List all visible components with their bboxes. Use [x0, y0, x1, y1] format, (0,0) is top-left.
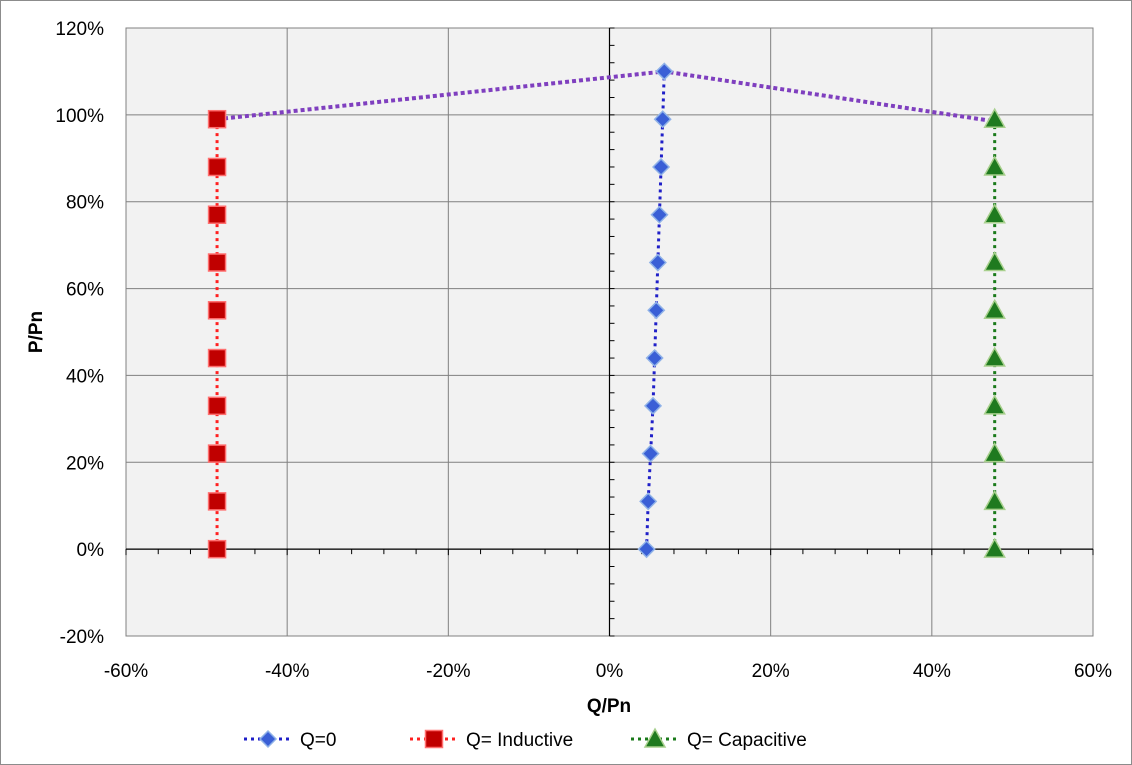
y-tick-label: 60%: [66, 280, 104, 301]
data-point: [655, 62, 674, 81]
legend-item-1: Q= Inductive: [410, 729, 573, 751]
data-point: [207, 157, 227, 177]
y-tick-label: 120%: [55, 19, 104, 40]
x-tick-label: -60%: [104, 661, 148, 682]
x-tick-label: -40%: [265, 661, 309, 682]
y-tick-label: -20%: [60, 627, 104, 648]
legend-label: Q= Capacitive: [687, 730, 807, 751]
legend-label: Q=0: [300, 730, 336, 751]
legend: Q=0 Q= Inductive Q= Capacitive: [244, 727, 807, 751]
data-point: [641, 444, 660, 463]
data-point: [207, 396, 227, 416]
series-layer: [207, 62, 1006, 559]
data-point: [207, 301, 227, 320]
data-point: [207, 109, 227, 129]
x-tick-label: 0%: [596, 661, 624, 682]
data-point: [207, 492, 227, 511]
data-point: [983, 346, 1006, 367]
legend-marker: [258, 729, 278, 749]
data-point: [653, 110, 672, 129]
series-2: [983, 107, 1006, 558]
data-point: [639, 492, 658, 511]
y-tick-label: 20%: [66, 453, 104, 474]
data-point: [207, 444, 227, 463]
data-point: [983, 250, 1006, 272]
legend-label: Q= Inductive: [466, 730, 573, 751]
series-1: [207, 109, 227, 559]
data-point: [207, 253, 227, 272]
y-tick-label: 100%: [55, 106, 104, 127]
y-tick-label: 40%: [66, 366, 104, 387]
data-point: [637, 540, 656, 559]
x-tick-label: 60%: [1074, 661, 1112, 682]
data-point: [983, 107, 1006, 128]
series-0: [637, 62, 674, 559]
legend-marker: [424, 729, 444, 749]
data-point: [983, 537, 1006, 558]
data-point: [983, 298, 1006, 320]
data-point: [983, 489, 1006, 511]
data-point: [650, 205, 669, 224]
tick-labels: -60% -40% -20% 0% 20% 40% 60% -20% 0% 20% 40% 60% 80…: [55, 19, 1112, 682]
data-point: [983, 394, 1006, 415]
data-point: [648, 253, 667, 272]
data-point: [983, 442, 1006, 463]
axes: [125, 27, 1094, 637]
x-tick-label: -20%: [426, 661, 470, 682]
data-point: [645, 348, 664, 368]
data-point: [652, 157, 671, 177]
y-tick-label: 0%: [77, 540, 105, 561]
x-tick-label: 40%: [913, 661, 951, 682]
data-point: [983, 203, 1006, 224]
y-tick-label: 80%: [66, 193, 104, 214]
data-point: [207, 205, 227, 224]
legend-item-2: Q= Capacitive: [631, 727, 807, 751]
data-point: [207, 539, 227, 559]
data-point: [207, 348, 227, 368]
x-axis-title: Q/Pn: [587, 696, 631, 717]
legend-marker: [643, 727, 667, 748]
data-point: [647, 301, 666, 320]
x-tick-label: 20%: [752, 661, 790, 682]
y-axis-title: P/Pn: [26, 311, 47, 353]
data-point: [643, 396, 663, 415]
data-point: [983, 155, 1006, 176]
legend-item-0: Q=0: [244, 729, 336, 751]
